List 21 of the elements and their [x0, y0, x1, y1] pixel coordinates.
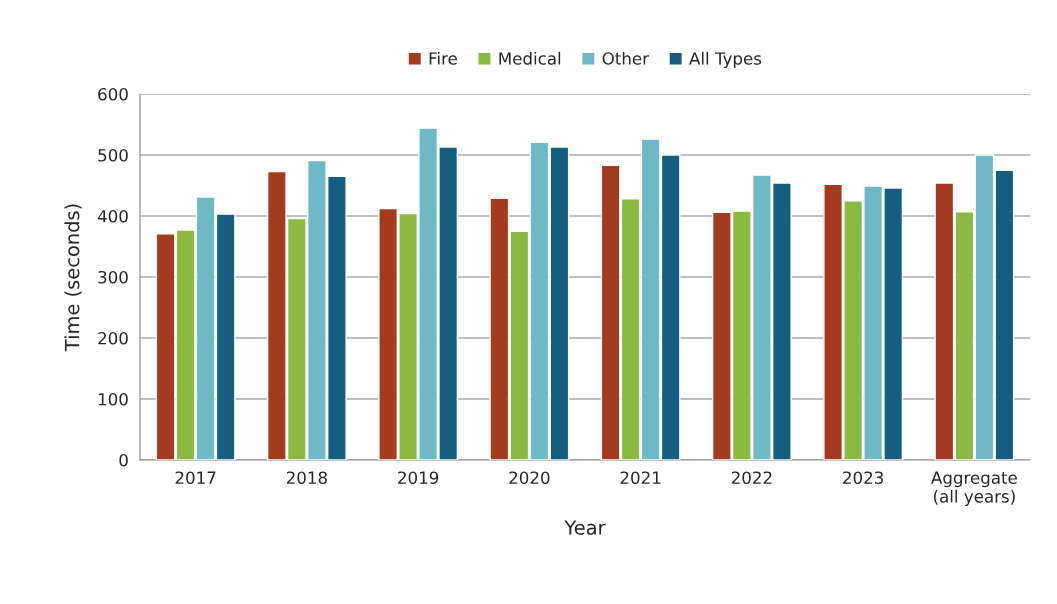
x-tick-label: Aggregate (all years): [931, 471, 1017, 506]
legend-label: All Types: [689, 51, 762, 69]
x-axis-title: Year: [564, 520, 606, 535]
y-tick-label: 0: [119, 453, 128, 467]
y-axis-title: Time (seconds): [64, 204, 82, 352]
legend-label: Other: [602, 51, 649, 65]
x-tick-label: 2017: [175, 471, 216, 485]
x-tick-label: 2023: [843, 471, 883, 485]
x-tick-label: 2019: [398, 471, 439, 485]
x-tick-label: 2018: [286, 471, 327, 485]
y-tick-label: 200: [98, 331, 128, 345]
legend-label: Fire: [429, 51, 457, 65]
y-tick-label: 500: [98, 148, 128, 162]
legend-label: Medical: [499, 51, 561, 65]
x-tick-label: 2020: [509, 471, 550, 485]
y-tick-label: 100: [98, 392, 128, 406]
x-tick-label: 2022: [731, 471, 772, 485]
y-tick-label: 600: [98, 87, 128, 101]
y-tick-label: 400: [97, 209, 128, 223]
y-tick-label: 300: [98, 270, 128, 284]
x-tick-label: 2021: [620, 471, 661, 485]
